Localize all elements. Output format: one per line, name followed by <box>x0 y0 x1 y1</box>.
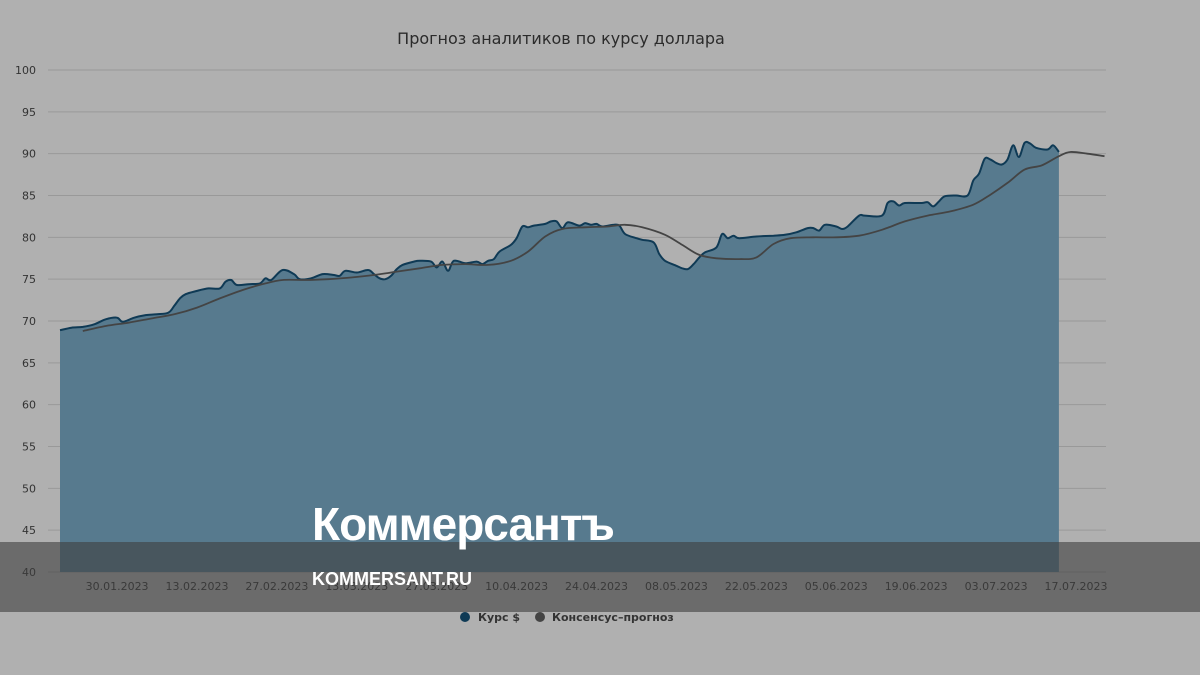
legend-item[interactable]: Консенсус–прогноз <box>535 611 674 624</box>
y-tick-label: 90 <box>22 148 36 161</box>
y-tick-label: 70 <box>22 315 36 328</box>
y-tick-label: 50 <box>22 482 36 495</box>
series-rate-area <box>60 141 1059 572</box>
y-tick-label: 95 <box>22 106 36 119</box>
y-tick-label: 55 <box>22 441 36 454</box>
watermark-band <box>0 542 1200 612</box>
y-tick-label: 65 <box>22 357 36 370</box>
chart-title: Прогноз аналитиков по курсу доллара <box>397 29 725 48</box>
y-tick-label: 80 <box>22 231 36 244</box>
y-tick-label: 85 <box>22 190 36 203</box>
series-rate-line <box>59 140 1060 332</box>
legend-marker <box>460 612 470 622</box>
plot-area <box>59 140 1105 572</box>
legend-label: Консенсус–прогноз <box>552 611 674 624</box>
watermark: Коммерсантъ KOMMERSANT.RU <box>0 498 1200 612</box>
y-tick-label: 60 <box>22 399 36 412</box>
y-axis-ticks: 404550556065707580859095100 <box>15 64 36 579</box>
legend-item[interactable]: Курс $ <box>460 611 520 624</box>
watermark-logo: Коммерсантъ <box>312 498 614 550</box>
legend-marker <box>535 612 545 622</box>
legend[interactable]: Курс $ Консенсус–прогноз <box>460 611 674 624</box>
watermark-site: KOMMERSANT.RU <box>312 569 472 589</box>
series-consensus-line <box>82 151 1105 332</box>
y-tick-label: 75 <box>22 273 36 286</box>
legend-label: Курс $ <box>478 611 520 624</box>
y-tick-label: 100 <box>15 64 36 77</box>
y-tick-label: 45 <box>22 524 36 537</box>
